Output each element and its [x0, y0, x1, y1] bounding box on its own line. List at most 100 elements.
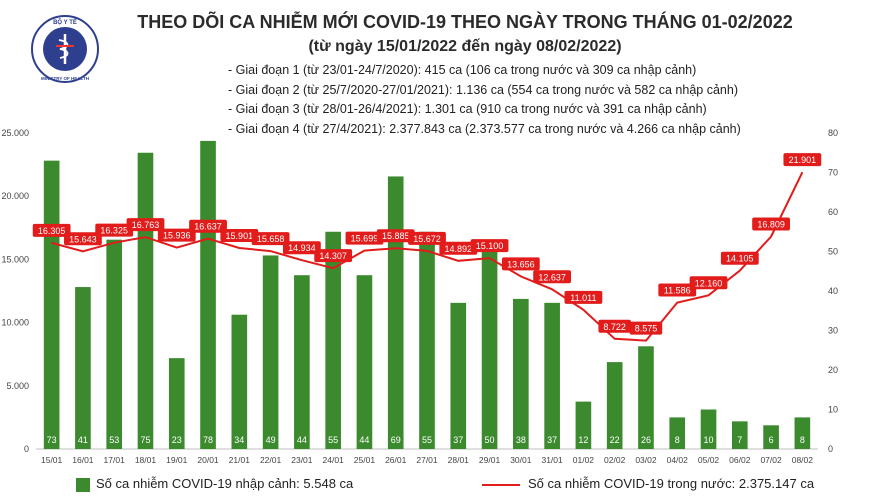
ministry-of-health-logo: BỘ Y TẾ MINISTRY OF HEALTH [31, 15, 99, 83]
import-bar [669, 417, 686, 449]
domestic-value-label: 11.011 [570, 293, 596, 303]
import-bar-label: 8 [675, 435, 680, 445]
x-axis-tick-label: 05/02 [698, 455, 720, 465]
import-bar-label: 22 [610, 435, 620, 445]
domestic-value-label: 14.934 [288, 243, 316, 253]
domestic-label-box [314, 249, 353, 263]
phase-note-1: - Giai đoạn 1 (từ 23/01-24/7/2020): 415 … [228, 63, 697, 77]
domestic-value-label: 14.105 [726, 254, 754, 264]
import-bar [200, 140, 216, 449]
domestic-label-box [32, 223, 71, 237]
right-axis-tick-label: 80 [828, 128, 838, 138]
domestic-label-box [439, 241, 478, 255]
logo-bottom-text: MINISTRY OF HEALTH [41, 76, 89, 81]
x-axis-tick-label: 19/01 [166, 455, 188, 465]
domestic-label-box [189, 219, 227, 233]
domestic-label-box [157, 228, 196, 242]
import-bar-label: 34 [234, 435, 244, 445]
domestic-cases-line [51, 171, 804, 342]
import-bar [419, 231, 435, 449]
x-axis-tick-label: 30/01 [510, 455, 532, 465]
import-bar [43, 160, 60, 449]
phase-note-2: - Giai đoạn 2 (từ 25/7/2020-27/01/2021):… [228, 82, 738, 97]
import-bar [387, 176, 404, 449]
x-axis-tick-label: 25/01 [354, 455, 376, 465]
domestic-value-label: 15.936 [163, 231, 191, 241]
left-axis-tick-label: 15.000 [1, 254, 29, 264]
import-bar [544, 302, 560, 449]
domestic-label-box [470, 239, 509, 253]
left-axis-tick-label: 25.000 [1, 128, 29, 138]
domestic-label-box [64, 232, 102, 246]
domestic-label-box [95, 223, 134, 237]
import-bar [75, 287, 91, 449]
right-axis-tick-label: 20 [828, 365, 838, 375]
phase-note-4: - Giai đoạn 4 (từ 27/4/2021): 2.377.843 … [228, 121, 741, 136]
phase-notes: - Giai đoạn 1 (từ 23/01-24/7/2020): 415 … [228, 61, 741, 139]
left-axis-tick-label: 10.000 [1, 318, 29, 328]
import-bar-label: 8 [800, 435, 805, 445]
x-axis-tick-label: 26/01 [385, 455, 407, 465]
x-axis-tick-label: 29/01 [479, 455, 501, 465]
domestic-value-label: 16.305 [38, 226, 66, 236]
import-bar-label: 10 [704, 435, 714, 445]
phase-note-3: - Giai đoạn 3 (từ 28/01-26/4/2021): 1.30… [228, 102, 707, 116]
domestic-value-label: 15.643 [69, 234, 97, 244]
domestic-value-label: 13.656 [507, 259, 535, 269]
domestic-label-box [408, 231, 446, 245]
domestic-label-box [720, 251, 759, 265]
import-bar-label: 44 [297, 435, 307, 445]
import-bar-label: 23 [172, 435, 182, 445]
legend-line-swatch [482, 484, 520, 486]
domestic-label-box [126, 218, 165, 232]
x-axis-tick-label: 04/02 [667, 455, 689, 465]
x-axis-tick-label: 22/01 [260, 455, 282, 465]
x-axis-tick-label: 03/02 [635, 455, 657, 465]
import-bar-label: 78 [203, 435, 213, 445]
right-axis-tick-label: 60 [828, 207, 838, 217]
import-bar [325, 231, 341, 449]
import-bar [606, 362, 623, 449]
import-bar-label: 6 [769, 435, 774, 445]
domestic-value-label: 12.160 [695, 278, 723, 288]
domestic-value-label: 15.699 [351, 234, 379, 244]
x-axis-tick-label: 31/01 [541, 455, 563, 465]
left-axis-tick-label: 20.000 [1, 191, 29, 201]
x-axis-tick-label: 20/01 [197, 455, 219, 465]
import-bar-label: 75 [140, 435, 150, 445]
domestic-label-box [345, 231, 384, 245]
domestic-value-label: 12.637 [538, 272, 566, 282]
domestic-value-label: 21.901 [789, 155, 817, 165]
x-axis-tick-label: 01/02 [573, 455, 595, 465]
right-axis-tick-label: 0 [828, 444, 833, 454]
import-bar [262, 255, 279, 449]
import-bar-label: 50 [485, 435, 495, 445]
right-axis-tick-label: 70 [828, 168, 838, 178]
domestic-label-box [220, 229, 259, 243]
import-bar [513, 298, 529, 449]
domestic-value-label: 16.763 [132, 220, 160, 230]
x-axis-tick-label: 07/02 [760, 455, 782, 465]
domestic-value-label: 16.809 [757, 220, 785, 230]
legend-bar-label: Số ca nhiễm COVID-19 nhập cảnh: 5.548 ca [96, 476, 354, 491]
import-bar [638, 346, 654, 449]
chart-title: THEO DÕI CA NHIỄM MỚI COVID-19 THEO NGÀY… [137, 12, 793, 32]
import-bar [481, 251, 498, 449]
import-bar [763, 425, 779, 449]
domestic-value-label: 14.892 [445, 244, 473, 254]
domestic-value-label: 11.586 [664, 286, 691, 296]
domestic-value-label: 14.307 [319, 251, 347, 261]
x-axis-tick-label: 06/02 [729, 455, 751, 465]
x-axis-tick-label: 21/01 [229, 455, 251, 465]
domestic-label-box [501, 257, 540, 271]
legend-bar-swatch [76, 478, 90, 492]
x-axis-tick-label: 27/01 [416, 455, 438, 465]
import-bar-label: 55 [328, 435, 338, 445]
import-bar-label: 37 [453, 435, 463, 445]
domestic-value-label: 15.658 [257, 234, 285, 244]
import-bar-label: 49 [266, 435, 276, 445]
x-axis-tick-label: 23/01 [291, 455, 313, 465]
right-axis-tick-label: 30 [828, 326, 838, 336]
logo-top-text: BỘ Y TẾ [53, 18, 77, 26]
import-bar-label: 7 [737, 435, 742, 445]
